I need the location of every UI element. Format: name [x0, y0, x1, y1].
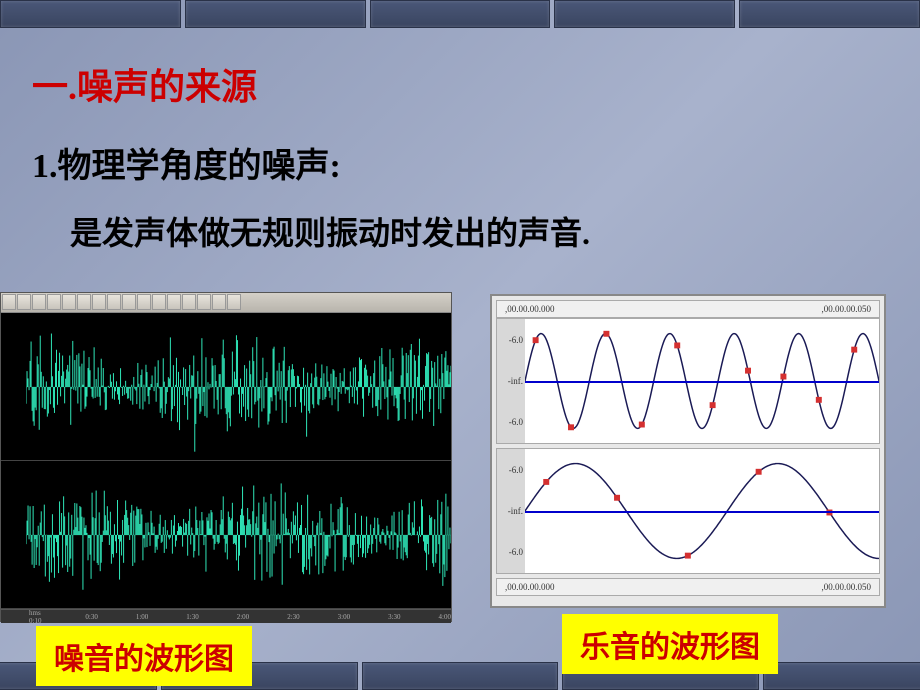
music-track-2: -6.0 -inf. -6.0 — [496, 448, 880, 574]
definition-text: 是发声体做无规则振动时发出的声音. — [70, 208, 590, 254]
music-time-ruler-top: ,00.00.00.000 ,00.00.00.050 — [496, 300, 880, 318]
music-time-ruler-bottom: ,00.00.00.000 ,00.00.00.050 — [496, 578, 880, 596]
editor-toolbar — [1, 293, 451, 313]
noise-waveform-panel: hms 0:100:301:001:302:002:303:003:304:00 — [0, 292, 452, 622]
y-axis: -6.0 -inf. -6.0 — [497, 449, 525, 573]
music-track-1: -6.0 -inf. -6.0 — [496, 318, 880, 444]
noise-track-1 — [1, 313, 451, 461]
noise-track-2 — [1, 461, 451, 609]
noise-caption: 噪音的波形图 — [36, 626, 252, 686]
music-waveform-panel: ,00.00.00.000 ,00.00.00.050 -6.0 -inf. -… — [490, 294, 886, 608]
time-ruler: hms 0:100:301:001:302:002:303:003:304:00 — [1, 609, 451, 623]
section-heading: 一.噪声的来源 — [32, 58, 257, 110]
subheading: 1.物理学角度的噪声: — [32, 138, 341, 187]
music-caption: 乐音的波形图 — [562, 614, 778, 674]
y-axis: -6.0 -inf. -6.0 — [497, 319, 525, 443]
